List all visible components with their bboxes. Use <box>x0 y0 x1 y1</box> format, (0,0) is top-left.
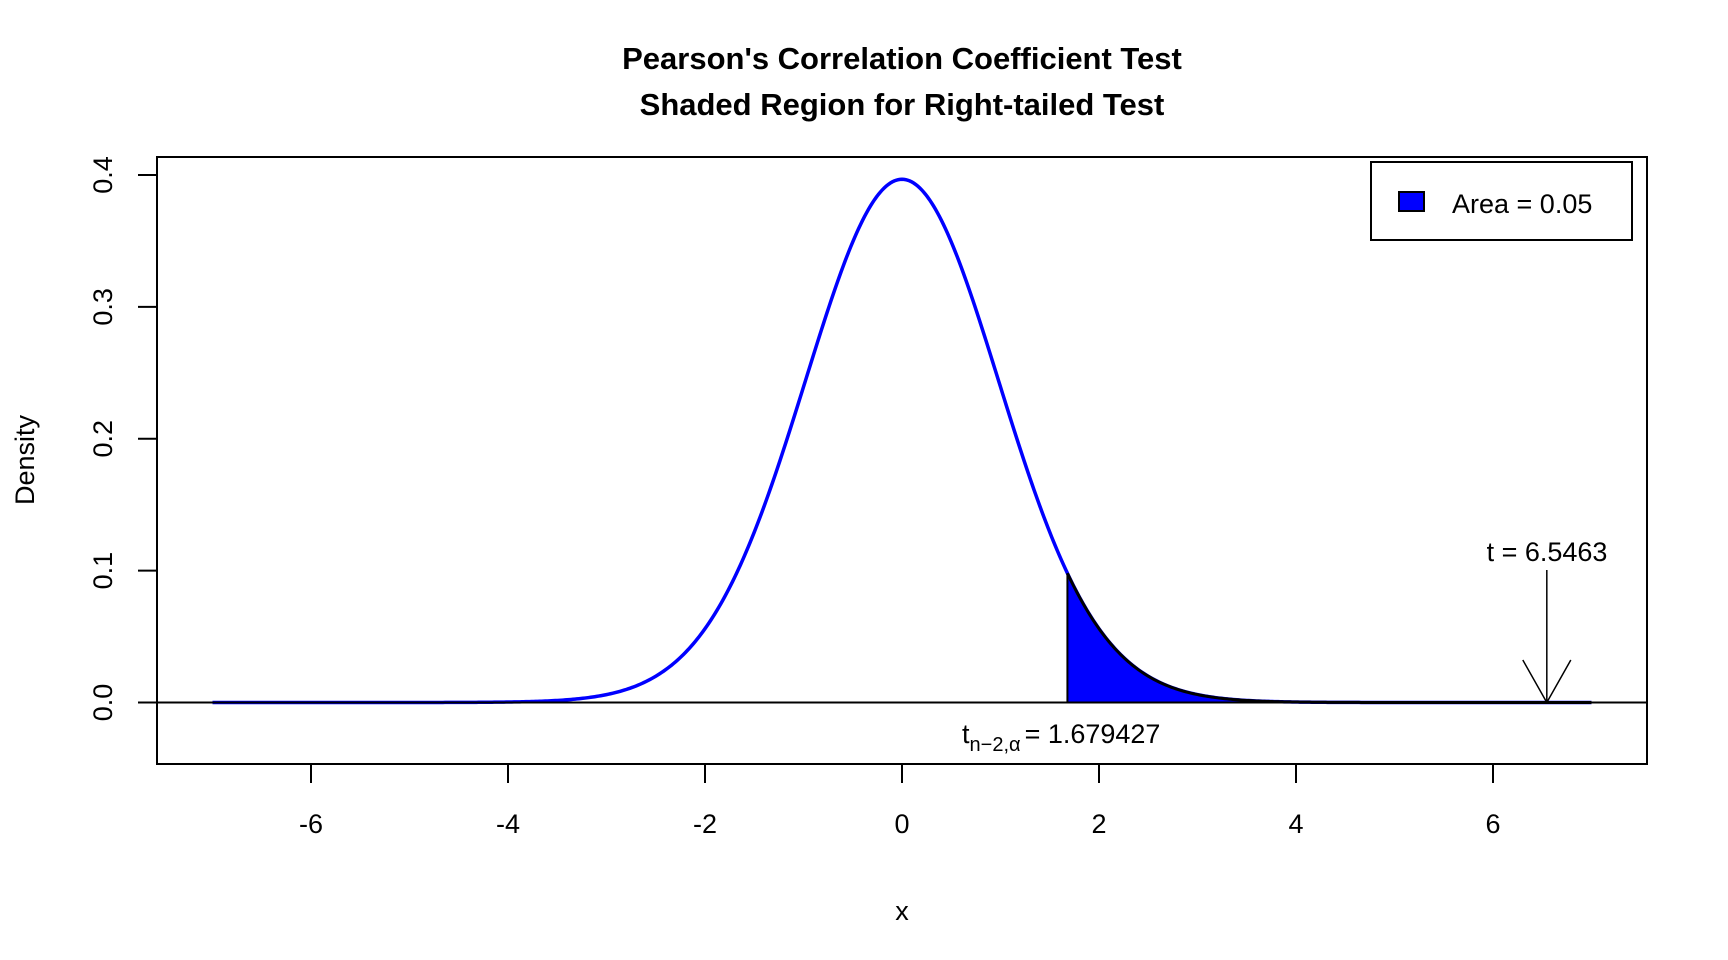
critical-subscript: n−2,α <box>970 734 1021 756</box>
x-axis-label: x <box>895 896 909 926</box>
test-stat-label: t = 6.5463 <box>1487 537 1608 567</box>
y-axis: 0.0 0.1 0.2 0.3 0.4 <box>88 156 157 721</box>
critical-value: = 1.679427 <box>1025 719 1161 749</box>
x-tick-label: -2 <box>693 809 717 839</box>
y-tick-label: 0.4 <box>88 156 118 194</box>
y-tick-label: 0.2 <box>88 420 118 458</box>
shaded-region-layer <box>1067 573 1592 703</box>
x-tick-label: -6 <box>299 809 323 839</box>
x-tick-label: -4 <box>496 809 520 839</box>
shaded-area <box>1067 573 1592 703</box>
chart-subtitle: Shaded Region for Right-tailed Test <box>640 87 1165 122</box>
curve-layer <box>212 177 1592 705</box>
chart-title: Pearson's Correlation Coefficient Test <box>622 41 1182 76</box>
x-axis: -6 -4 -2 0 2 4 6 <box>157 701 1647 839</box>
legend-label: Area = 0.05 <box>1452 189 1592 219</box>
critical-value-label: tn−2,α = 1.679427 <box>962 719 1160 756</box>
y-axis-label: Density <box>10 414 40 505</box>
annotations: t = 6.5463 tn−2,α = 1.679427 <box>962 537 1607 756</box>
x-tick-label: 4 <box>1288 809 1303 839</box>
x-tick-label: 2 <box>1091 809 1106 839</box>
legend-swatch <box>1398 191 1425 212</box>
test-stat-arrowhead <box>1522 659 1572 705</box>
density-curve <box>212 177 1592 705</box>
y-tick-label: 0.1 <box>88 552 118 590</box>
legend: Area = 0.05 <box>1370 161 1633 241</box>
x-tick-label: 6 <box>1485 809 1500 839</box>
y-tick-label: 0.0 <box>88 684 118 722</box>
y-tick-label: 0.3 <box>88 288 118 326</box>
plot-frame <box>156 156 1648 765</box>
x-tick-label: 0 <box>894 809 909 839</box>
critical-t: t <box>962 719 970 749</box>
